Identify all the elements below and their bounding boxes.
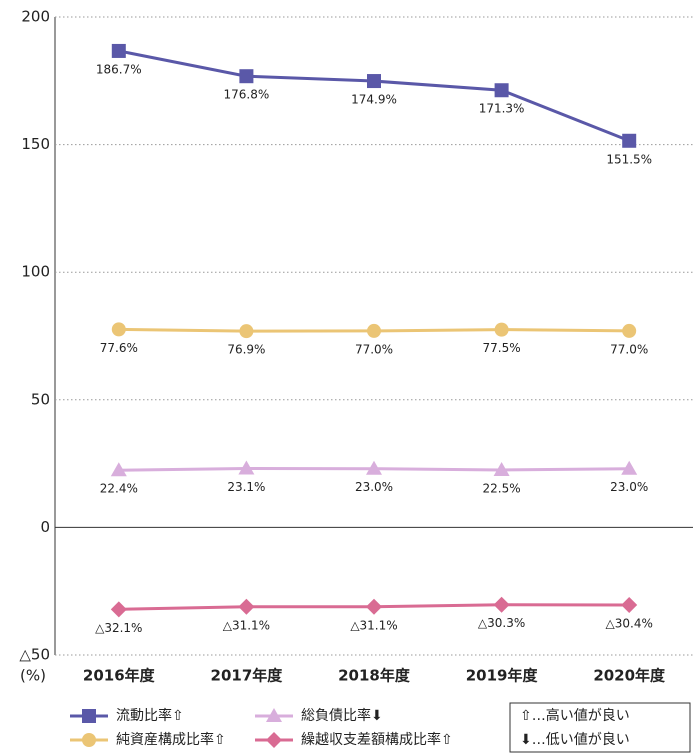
data-label: △31.1% — [350, 618, 397, 632]
legend-marker — [82, 733, 96, 747]
data-label: 174.9% — [351, 93, 397, 107]
data-label: △30.3% — [478, 616, 525, 630]
data-label: △32.1% — [95, 621, 142, 635]
data-label: 77.6% — [100, 341, 138, 355]
point — [110, 462, 127, 477]
point — [111, 322, 126, 337]
legend-marker — [82, 709, 96, 723]
point — [111, 43, 126, 58]
data-label: 23.0% — [355, 480, 393, 494]
point — [239, 324, 254, 339]
data-label: 77.0% — [355, 342, 393, 356]
point — [493, 461, 510, 476]
data-label: 186.7% — [96, 62, 142, 76]
point — [494, 322, 509, 337]
data-label: 22.5% — [483, 481, 521, 495]
x-tick-label: 2020年度 — [593, 667, 666, 685]
data-label: 77.5% — [483, 341, 521, 355]
point — [367, 74, 381, 89]
y-tick-label: 50 — [31, 390, 50, 408]
note-box — [509, 702, 691, 753]
x-tick-label: 2019年度 — [466, 667, 539, 685]
y-tick-label: 100 — [21, 263, 50, 281]
data-label: 77.0% — [610, 342, 648, 356]
data-label: 151.5% — [606, 152, 652, 166]
data-label: 23.1% — [227, 480, 265, 494]
point — [621, 596, 638, 613]
point — [494, 83, 509, 98]
point — [622, 133, 637, 148]
data-label: △30.4% — [606, 616, 653, 630]
data-label: 22.4% — [100, 482, 138, 496]
point — [366, 598, 382, 615]
y-tick-label: △50 — [19, 646, 50, 664]
y-tick-label: 200 — [21, 8, 50, 26]
note: ⬇…低い値が良い — [520, 732, 630, 748]
legend-marker — [266, 708, 282, 722]
x-tick-label: 2016年度 — [83, 667, 156, 685]
legend-label: 総負債比率⬇ — [301, 707, 383, 724]
x-tick-label: 2017年度 — [211, 667, 284, 685]
note: ⇧…高い値が良い — [520, 707, 630, 724]
legend-marker — [266, 732, 282, 748]
legend-label: 繰越収支差額構成比率⇧ — [301, 731, 453, 748]
point — [238, 598, 255, 615]
data-label: 171.3% — [479, 102, 525, 116]
point — [239, 69, 254, 84]
data-label: 23.0% — [610, 480, 648, 494]
data-label: △31.1% — [223, 618, 270, 632]
legend-label: 純資産構成比率⇧ — [116, 731, 226, 748]
data-label: 176.8% — [224, 88, 270, 102]
y-axis-label: (%) — [20, 667, 46, 685]
x-tick-label: 2018年度 — [338, 667, 411, 685]
point — [621, 460, 638, 475]
data-label: 76.9% — [227, 343, 265, 357]
point — [367, 323, 381, 338]
point — [110, 601, 127, 618]
point — [622, 323, 637, 338]
y-tick-label: 150 — [21, 135, 50, 153]
y-tick-label: 0 — [40, 518, 50, 536]
point — [238, 460, 255, 475]
point — [366, 460, 382, 475]
point — [493, 596, 510, 613]
legend-label: 流動比率⇧ — [116, 707, 184, 724]
